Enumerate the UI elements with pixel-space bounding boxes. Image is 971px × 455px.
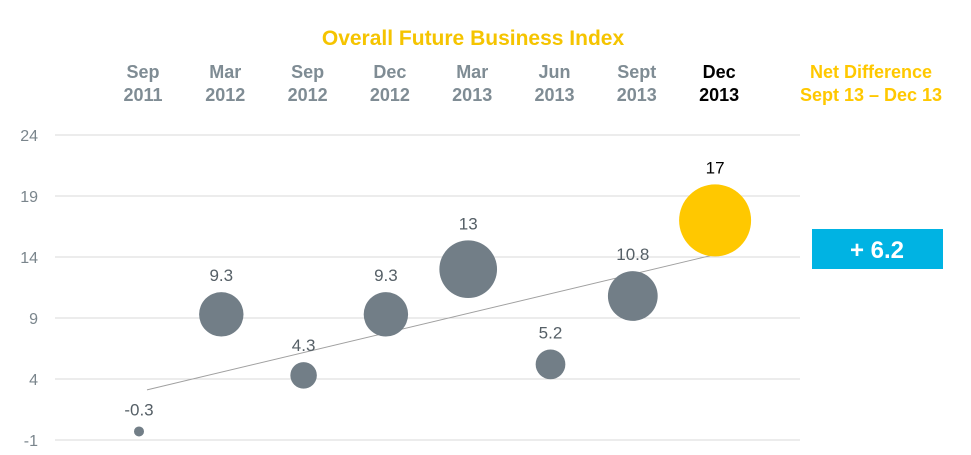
data-bubble [134,426,144,437]
data-label: 17 [706,158,725,177]
data-label: -0.3 [124,400,153,419]
data-label: 9.3 [209,266,233,285]
grid [55,134,800,441]
period-label-year: 2013 [534,85,574,105]
data-label: 13 [459,214,478,233]
period-label-month: Sep [126,62,159,82]
label-group: 24 19 14 9 4 -1 -0.3 Sep 2011 9.3 Mar 2012 4.3 Sep 201… [20,62,739,450]
period-label-year: 2011 [123,85,162,105]
y-tick-label: 24 [20,128,38,145]
y-tick-label: 14 [20,250,38,267]
data-bubble [535,349,566,380]
data-bubble [439,240,498,299]
y-tick-label: 9 [29,311,38,328]
period-label-year: 2012 [288,85,328,105]
data-label: 9.3 [374,266,398,285]
net-difference-label: Net Difference [810,62,932,82]
period-label-month: Mar [209,62,241,82]
period-label-year: 2012 [205,85,245,105]
y-tick-label: -1 [24,433,38,450]
period-label-month: Dec [373,62,406,82]
data-bubble [607,271,658,321]
data-label: 5.2 [539,324,563,343]
data-label: 10.8 [616,245,649,264]
data-bubble [363,292,409,337]
y-tick-label: 4 [29,372,38,389]
chart-title: Overall Future Business Index [322,27,625,50]
period-label-month: Jun [538,62,570,82]
period-label-month: Mar [456,62,488,82]
data-bubble [290,362,317,389]
bubble-group [134,184,752,437]
period-label-month: Dec [703,62,736,82]
net-difference-badge [812,229,943,269]
data-bubble [199,292,244,337]
period-label-month: Sep [291,62,324,82]
net-difference-value: + 6.2 [850,237,904,264]
data-label: 4.3 [292,336,316,355]
data-bubble [679,184,752,257]
period-label-year: 2013 [452,85,492,105]
period-label-year: 2013 [617,85,657,105]
net-difference-period: Sept 13 – Dec 13 [800,85,942,105]
period-label-year: 2013 [699,85,739,105]
period-label-year: 2012 [370,85,410,105]
y-tick-label: 19 [20,189,38,206]
period-label-month: Sept [617,62,656,82]
